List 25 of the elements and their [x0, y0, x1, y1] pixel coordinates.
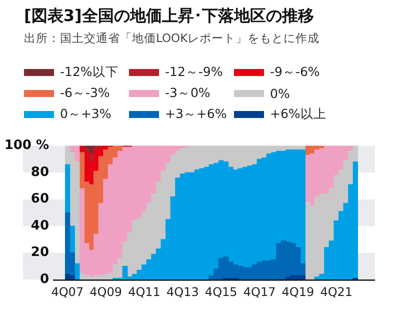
y-tick-label: 20: [30, 245, 49, 260]
y-tick-label: 80: [30, 164, 49, 180]
x-tick-label: 4Q09: [90, 284, 122, 299]
x-tick-label: 4Q19: [282, 284, 314, 299]
legend-label: -9～-6%: [270, 64, 320, 81]
legend-label: 0～+3%: [60, 106, 112, 123]
legend-label: -12%以下: [60, 64, 118, 81]
y-tick-label: 60: [30, 192, 49, 207]
legend-label: -3～0%: [165, 85, 210, 102]
x-tick-label: 4Q21: [320, 284, 353, 299]
y-tick-label: 0: [40, 272, 49, 287]
x-tick-label: 4Q15: [204, 284, 238, 299]
legend-label: -6～-3%: [60, 85, 110, 102]
legend-label: -12～-9%: [165, 64, 223, 81]
legend-label: 0%: [270, 86, 290, 101]
y-tick-label: 100 %: [4, 138, 49, 154]
x-tick-label: 4Q07: [51, 284, 84, 299]
y-tick-label: 40: [30, 218, 49, 234]
chart-title: [図表3]全国の地価上昇･下落地区の推移: [24, 6, 314, 27]
x-tick-label: 4Q17: [243, 284, 276, 299]
legend-label: +3～+6%: [165, 106, 227, 123]
x-tick-label: 4Q11: [128, 284, 160, 299]
text: 出所：国土交通省「地価LOOKレポート」をもとに作成: [24, 31, 321, 46]
x-tick-label: 4Q13: [166, 284, 199, 299]
legend-label: +6%以上: [270, 106, 326, 123]
